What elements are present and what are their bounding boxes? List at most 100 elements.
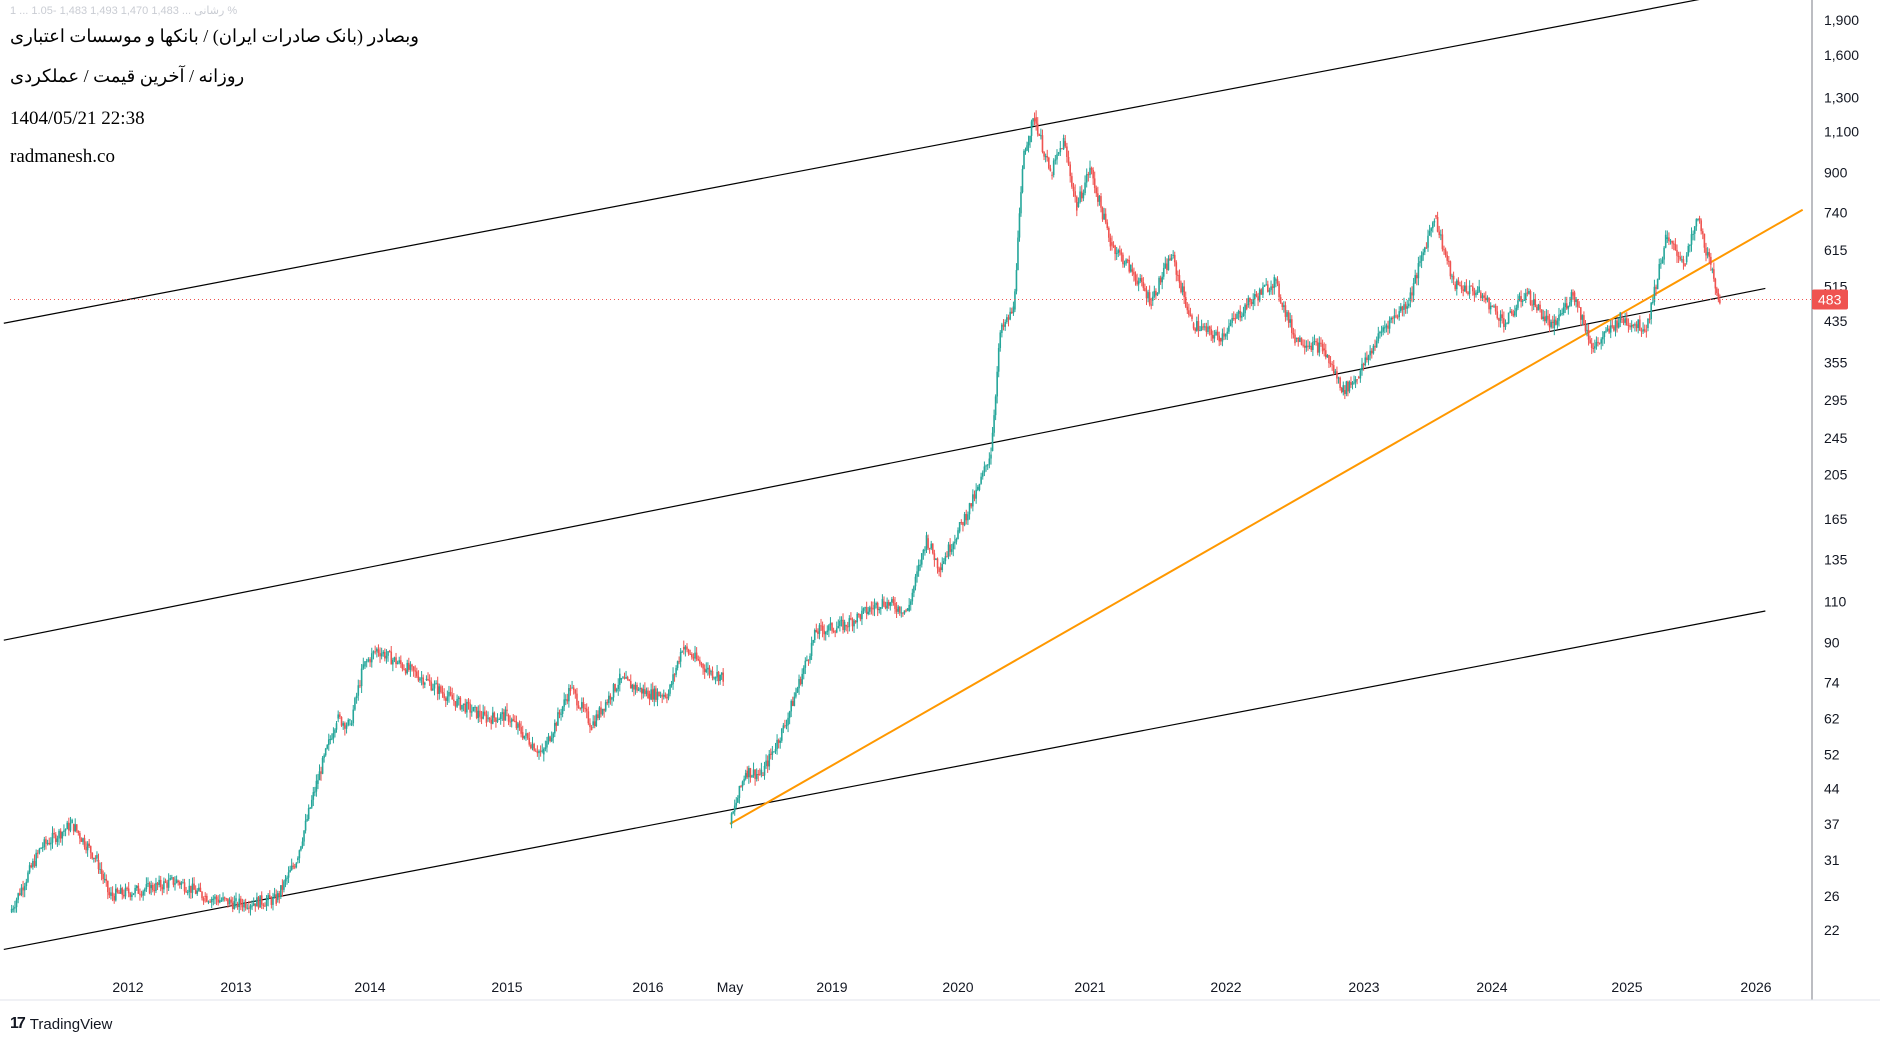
candle-body [1438,231,1440,236]
candle-body [972,494,974,507]
candle-body [244,901,247,908]
time-axis[interactable]: 2012 2013 2014 2015 2016 May 2019 2020 2021 2022 2… [112,979,1771,995]
candle-body [444,698,447,701]
x-tick-label: 2022 [1210,979,1241,995]
candle-body [1112,245,1115,247]
candle-body [714,677,717,679]
candle-body [1158,277,1160,293]
candle-body [1478,286,1480,292]
candle-body [1395,315,1397,317]
candle-body [1427,235,1429,248]
candle-body [1561,313,1563,315]
tradingview-brand[interactable]: 17 TradingView [10,1015,112,1033]
candle-body [1052,160,1055,176]
candle-body [1570,292,1573,303]
candle-body [1440,234,1442,236]
candle-body [1597,341,1599,343]
candle-body [1366,357,1368,361]
candle-body [763,765,766,776]
candle-body [1611,325,1614,327]
candle-body [186,892,189,894]
candle-body [1313,341,1316,343]
candle-body [411,664,413,667]
candle-body [954,541,956,544]
candle-body [417,676,420,681]
candle-body [1594,346,1596,349]
candle-body [1711,269,1714,271]
candle-body [1126,259,1129,261]
candle-body [153,890,156,892]
candle-body [202,898,205,902]
candle-body [493,712,496,718]
candle-body [1153,290,1156,297]
candle-body [697,659,700,661]
chart-datetime: 1404/05/21 22:38 [10,108,145,129]
candle-body [85,846,87,851]
candle-body [1524,293,1527,300]
candle-body [991,432,994,451]
candle-body [757,774,760,776]
candle-body [32,861,34,868]
candle-body [962,522,964,526]
candle-body [851,619,854,627]
candle-body [41,847,44,849]
candle-body [1260,289,1263,295]
candle-body [1316,342,1319,353]
candle-body [1331,364,1333,366]
candle-body [1579,307,1582,320]
candle-body [795,692,797,697]
candle-body [737,797,739,803]
candle-body [523,735,526,739]
candle-body [175,879,178,884]
candle-body [1583,315,1585,325]
candle-body [703,668,706,673]
candle-body [38,848,41,853]
candle-body [700,663,703,665]
candle-body [743,778,745,782]
candle-body [194,889,197,894]
candle-body [303,830,305,842]
candle-body [10,908,13,913]
candle-body [1639,319,1641,331]
candle-body [1703,233,1706,248]
candle-body [788,711,791,718]
candle-body [1457,280,1460,286]
candle-body [1539,304,1541,310]
candle-body [357,685,360,696]
candle-body [1719,299,1721,304]
candle-body [1242,313,1245,316]
candle-body [515,721,518,728]
y-tick-label: 31 [1824,852,1840,868]
candle-body [1030,121,1033,136]
candle-body [1188,310,1190,315]
price-axis[interactable]: 1,9001,6001,3001,10090074061551543535529… [1812,12,1859,938]
candle-body [1191,315,1193,319]
candle-body [857,613,860,615]
candle-body [1375,340,1378,348]
candle-body [82,838,84,842]
candle-body [33,861,36,867]
candle-body [1018,213,1021,238]
candle-body [235,898,237,902]
candle-body [1278,283,1280,298]
candle-body [1066,146,1068,157]
candle-body [326,745,329,749]
candle-body [702,664,704,669]
candle-body [1404,304,1407,309]
candle-body [504,709,507,721]
candle-body [1216,331,1219,336]
candle-body [1403,304,1405,310]
candle-body [290,865,293,870]
trendline-support-orange [729,208,1804,825]
candle-body [1128,260,1131,272]
candle-body [360,668,363,687]
candle-body [839,620,841,627]
candle-body [191,883,194,893]
candle-body [1717,293,1720,300]
candle-body [1655,286,1657,290]
candle-body [1441,234,1444,250]
candle-body [457,697,460,700]
candle-body [443,693,445,699]
candle-body [1398,311,1400,317]
